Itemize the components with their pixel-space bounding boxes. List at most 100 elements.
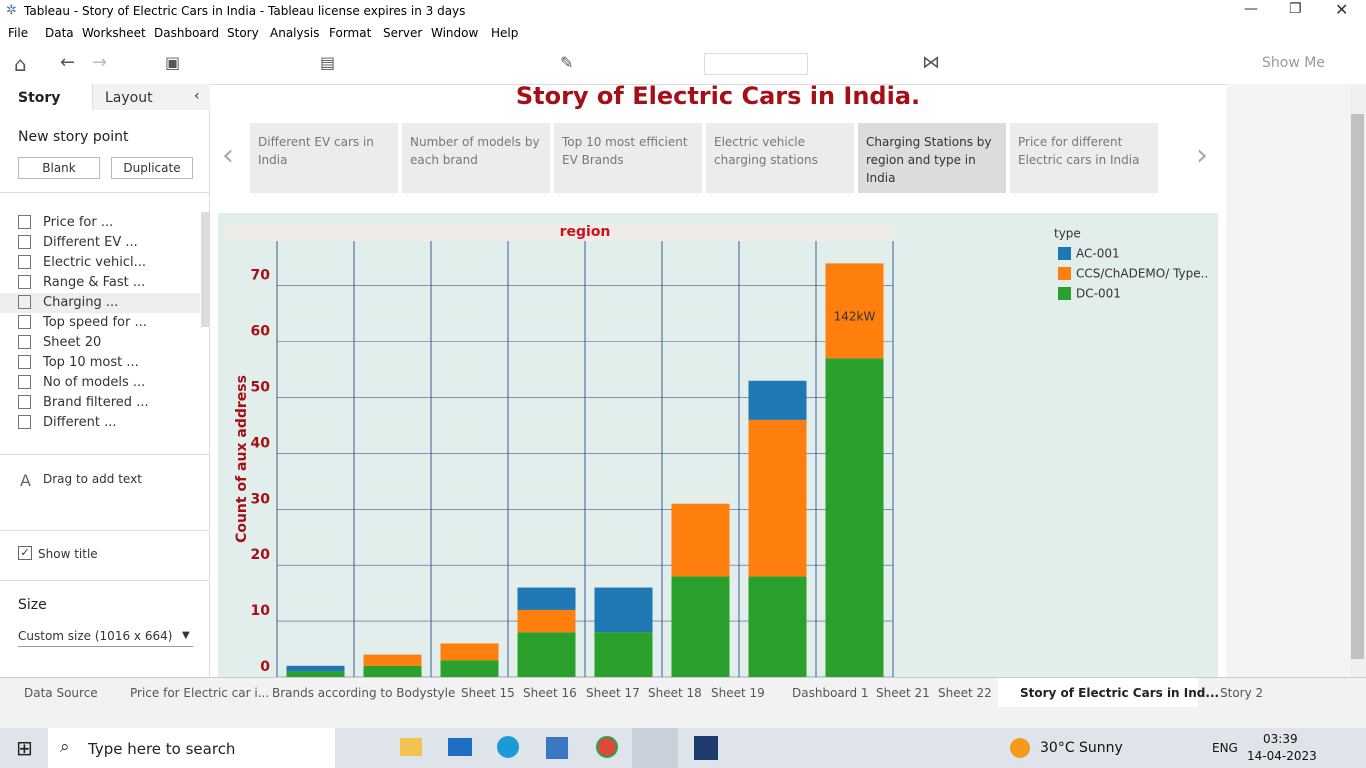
story-point[interactable]: Electric vehicle charging stations bbox=[706, 123, 854, 193]
collapse[interactable]: ‹ bbox=[194, 88, 200, 104]
checkbox[interactable]: ✓ bbox=[18, 546, 32, 560]
legend-label[interactable]: AC-001 bbox=[1076, 247, 1120, 261]
minimize[interactable]: — bbox=[1244, 1, 1258, 17]
bar-segment bbox=[363, 654, 422, 666]
sheet-tab[interactable]: Brands according to Bodystyle bbox=[272, 686, 456, 700]
clock-time[interactable]: 03:39 bbox=[1263, 732, 1298, 746]
story-point[interactable]: Top 10 most efficient EV Brands bbox=[554, 123, 702, 193]
side-panel: Story Layout ‹ New story point Blank Dup… bbox=[0, 84, 210, 677]
show-me[interactable]: Show Me bbox=[1262, 55, 1325, 71]
sheet-name[interactable]: Price for ... bbox=[43, 215, 114, 230]
sheet-tab[interactable]: Sheet 22 bbox=[938, 686, 992, 700]
next-arrow[interactable]: › bbox=[1196, 138, 1208, 173]
search-text[interactable]: Type here to search bbox=[88, 740, 236, 758]
sheet-tab[interactable]: Story 2 bbox=[1220, 686, 1264, 700]
bar-segment bbox=[517, 632, 576, 677]
sheet-tab[interactable]: Sheet 17 bbox=[586, 686, 640, 700]
sheet-tab[interactable]: Dashboard 1 bbox=[792, 686, 869, 700]
selected-row bbox=[0, 293, 200, 313]
save-button[interactable]: ▣ bbox=[165, 53, 181, 72]
size-dropdown[interactable]: ▼ bbox=[182, 630, 190, 641]
prev-arrow[interactable]: ‹ bbox=[222, 138, 234, 173]
sheet-tab[interactable]: Data Source bbox=[24, 686, 98, 700]
app-icon-active[interactable] bbox=[632, 728, 678, 768]
app-icon[interactable] bbox=[596, 736, 618, 758]
sheet-tab[interactable]: Sheet 18 bbox=[648, 686, 702, 700]
app-icon[interactable] bbox=[400, 738, 422, 756]
story-point[interactable]: Number of models by each brand bbox=[402, 123, 550, 193]
maximize[interactable]: ❐ bbox=[1289, 1, 1302, 17]
sheet-name[interactable]: Brand filtered ... bbox=[43, 395, 149, 410]
sheet-icon bbox=[18, 215, 31, 229]
sheet-name[interactable]: Top 10 most ... bbox=[43, 355, 139, 370]
bar-segment bbox=[517, 609, 576, 633]
app-icon: ✲ bbox=[6, 3, 17, 18]
menu-item[interactable]: Format bbox=[329, 26, 372, 40]
sheet-name[interactable]: Charging ... bbox=[43, 295, 119, 310]
sheet-tab[interactable]: Price for Electric car i... bbox=[130, 686, 270, 700]
close[interactable]: ✕ bbox=[1335, 0, 1349, 19]
chart: region Count of aux address type 0 10 20 30… bbox=[218, 213, 1218, 677]
story-title: Story of Electric Cars in India. bbox=[515, 82, 921, 110]
menu-item[interactable]: File bbox=[8, 26, 29, 40]
bar-segment bbox=[594, 587, 653, 633]
legend-swatch bbox=[1058, 247, 1071, 260]
sheet-name[interactable]: Different ... bbox=[43, 415, 117, 430]
sheet-tab[interactable]: Sheet 15 bbox=[461, 686, 515, 700]
story-tab[interactable]: Story bbox=[18, 90, 61, 106]
menu-item[interactable]: Server bbox=[383, 26, 423, 40]
sheet-name[interactable]: No of models ... bbox=[43, 375, 146, 390]
legend-label[interactable]: DC-001 bbox=[1076, 287, 1121, 301]
legend-label[interactable]: CCS/ChADEMO/ Type.. bbox=[1076, 267, 1208, 281]
legend-swatch bbox=[1058, 267, 1071, 280]
app-icon[interactable] bbox=[546, 737, 568, 759]
sheet-name[interactable]: Sheet 20 bbox=[43, 335, 102, 350]
highlight-button[interactable]: ✎ bbox=[560, 53, 574, 72]
search-box[interactable]: ⌕ Type here to search bbox=[48, 728, 335, 768]
story-point[interactable]: Charging Stations by region and type in … bbox=[858, 123, 1006, 193]
undo-button[interactable]: ← bbox=[60, 52, 76, 73]
sheet-name[interactable]: Electric vehicl... bbox=[43, 255, 147, 270]
home-button[interactable]: ⌂ bbox=[14, 52, 27, 76]
bar-segment bbox=[748, 419, 807, 577]
app-icon[interactable] bbox=[497, 736, 519, 758]
weather[interactable]: 30°C Sunny bbox=[1040, 740, 1123, 756]
story-point[interactable]: Different EV cars in India bbox=[250, 123, 398, 193]
story-point[interactable]: Price for different Electric cars in Ind… bbox=[1010, 123, 1158, 193]
menu-item[interactable]: Help bbox=[491, 26, 519, 40]
story-points: Different EV cars in India Number of mode… bbox=[250, 123, 1187, 193]
menu-item[interactable]: Dashboard bbox=[154, 26, 220, 40]
app-icon[interactable] bbox=[448, 738, 472, 756]
size-value[interactable]: Custom size (1016 x 664) bbox=[18, 629, 173, 643]
sheet-name[interactable]: Top speed for ... bbox=[43, 315, 147, 330]
bar-segment bbox=[825, 358, 884, 677]
share-button[interactable]: ⋈ bbox=[922, 52, 940, 73]
sheet-name[interactable]: Range & Fast ... bbox=[43, 275, 146, 290]
layout-tab[interactable]: Layout bbox=[105, 90, 153, 106]
drag-text[interactable]: Drag to add text bbox=[43, 472, 142, 486]
menu-item[interactable]: Story bbox=[227, 26, 259, 40]
blank-button[interactable]: Blank bbox=[18, 157, 100, 179]
duplicate-button[interactable]: Duplicate bbox=[111, 157, 193, 179]
start-button[interactable]: ⊞ bbox=[16, 736, 33, 760]
redo-button[interactable]: → bbox=[92, 52, 108, 73]
dropdown[interactable] bbox=[704, 53, 808, 75]
bar-segment bbox=[286, 665, 345, 672]
bar-segment bbox=[671, 576, 730, 677]
menu-item[interactable]: Window bbox=[431, 26, 479, 40]
sheet-tab[interactable]: Story of Electric Cars in Ind... bbox=[1020, 686, 1220, 700]
clock-date[interactable]: 14-04-2023 bbox=[1247, 749, 1317, 763]
app-icon[interactable] bbox=[694, 736, 718, 760]
menu-item[interactable]: Analysis bbox=[270, 26, 320, 40]
sheet-tab[interactable]: Sheet 16 bbox=[523, 686, 577, 700]
sheet-tab[interactable]: Sheet 21 bbox=[876, 686, 930, 700]
sheet-tab[interactable]: Sheet 19 bbox=[711, 686, 765, 700]
menu-item[interactable]: Data bbox=[45, 26, 74, 40]
new-sheet-button[interactable]: ▤ bbox=[320, 53, 336, 72]
menu-item[interactable]: Worksheet bbox=[82, 26, 146, 40]
show-title[interactable]: Show title bbox=[38, 547, 98, 561]
language[interactable]: ENG bbox=[1212, 741, 1238, 755]
sheet-name[interactable]: Different EV ... bbox=[43, 235, 138, 250]
bar-segment bbox=[363, 665, 422, 677]
